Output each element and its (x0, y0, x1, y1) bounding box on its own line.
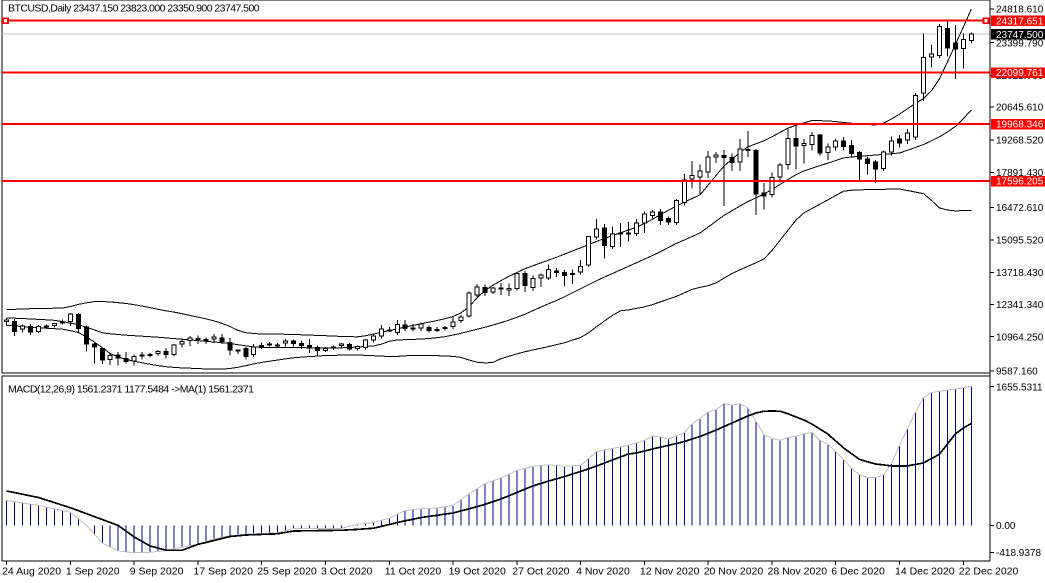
svg-text:22099.761: 22099.761 (996, 68, 1044, 79)
svg-text:15095.520: 15095.520 (996, 236, 1044, 247)
svg-text:16472.610: 16472.610 (996, 203, 1044, 214)
svg-text:24317.651: 24317.651 (996, 16, 1044, 27)
svg-text:3 Oct 2020: 3 Oct 2020 (321, 566, 373, 578)
svg-text:17 Sep 2020: 17 Sep 2020 (193, 566, 253, 578)
svg-text:1 Sep 2020: 1 Sep 2020 (66, 566, 120, 578)
svg-text:27 Oct 2020: 27 Oct 2020 (512, 566, 569, 578)
svg-text:0.00: 0.00 (996, 521, 1016, 532)
svg-text:28 Nov 2020: 28 Nov 2020 (768, 566, 828, 578)
svg-text:1655.5311: 1655.5311 (996, 382, 1043, 393)
svg-text:-418.9378: -418.9378 (996, 548, 1041, 559)
svg-text:13718.430: 13718.430 (996, 268, 1044, 279)
svg-text:20645.610: 20645.610 (996, 103, 1044, 114)
svg-text:24 Aug 2020: 24 Aug 2020 (2, 566, 61, 578)
svg-text:4 Nov 2020: 4 Nov 2020 (576, 566, 630, 578)
svg-text:17596.205: 17596.205 (996, 177, 1044, 188)
svg-text:23399.790: 23399.790 (996, 38, 1044, 49)
svg-text:14 Dec 2020: 14 Dec 2020 (895, 566, 955, 578)
svg-text:12341.340: 12341.340 (996, 300, 1044, 311)
svg-text:12 Nov 2020: 12 Nov 2020 (640, 566, 700, 578)
svg-text:MACD(12,26,9) 1561.2371 1177.5: MACD(12,26,9) 1561.2371 1177.5484 ->MA(1… (8, 384, 254, 396)
svg-text:20 Nov 2020: 20 Nov 2020 (704, 566, 764, 578)
svg-text:19968.346: 19968.346 (996, 120, 1044, 131)
svg-text:10964.250: 10964.250 (996, 332, 1044, 343)
svg-text:22 Dec 2020: 22 Dec 2020 (959, 566, 1019, 578)
svg-text:23747.500: 23747.500 (996, 30, 1044, 41)
svg-text:17891.430: 17891.430 (996, 168, 1044, 179)
svg-text:24818.610: 24818.610 (996, 5, 1044, 16)
svg-text:19 Oct 2020: 19 Oct 2020 (449, 566, 506, 578)
svg-text:19268.520: 19268.520 (996, 136, 1044, 147)
svg-text:BTCUSD,Daily 23437.150 23823.: BTCUSD,Daily 23437.150 23823.000 23350.9… (8, 3, 260, 15)
svg-text:9587.160: 9587.160 (996, 367, 1038, 378)
svg-text:25 Sep 2020: 25 Sep 2020 (257, 566, 317, 578)
svg-text:11 Oct 2020: 11 Oct 2020 (385, 566, 442, 578)
svg-text:6 Dec 2020: 6 Dec 2020 (831, 566, 885, 578)
svg-text:9 Sep 2020: 9 Sep 2020 (130, 566, 184, 578)
